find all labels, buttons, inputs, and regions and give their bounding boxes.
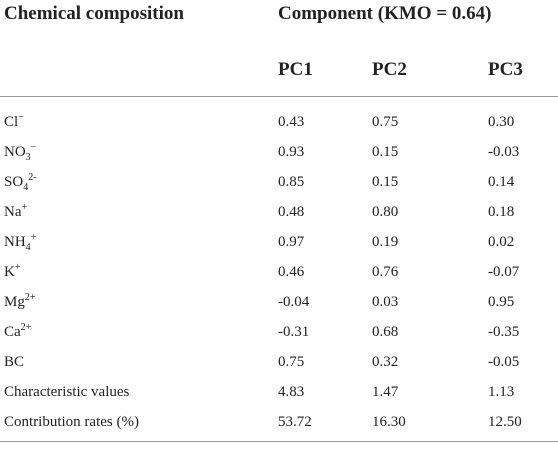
cell-pc2: 1.47 xyxy=(372,383,399,400)
row-label-base: SO xyxy=(4,173,24,190)
cell-pc1: 0.75 xyxy=(278,353,305,370)
row-label-superscript: 2+ xyxy=(20,321,32,333)
row-label: K+ xyxy=(0,257,278,287)
cell-pc2: 0.76 xyxy=(372,263,399,280)
table-row: Contribution rates (%) 53.72 16.30 12.50 xyxy=(0,407,558,437)
row-label-superscript: + xyxy=(30,231,37,243)
cell-pc2: 0.15 xyxy=(372,173,399,190)
row-label: Contribution rates (%) xyxy=(0,407,278,437)
row-label: SO42- xyxy=(0,167,278,197)
cell-pc1: -0.31 xyxy=(278,323,310,340)
row-label: Ca2+ xyxy=(0,317,278,347)
cell-pc3: -0.07 xyxy=(488,263,520,280)
row-label-base: Ca xyxy=(4,323,21,340)
table-row: BC 0.75 0.32 -0.05 xyxy=(0,347,558,377)
row-label-superscript: 2- xyxy=(28,171,37,183)
header-chemical-composition: Chemical composition xyxy=(4,3,184,24)
header-pc1: PC1 xyxy=(278,43,372,97)
header-pc3: PC3 xyxy=(488,43,558,97)
row-label: NH4+ xyxy=(0,227,278,257)
row-label: BC xyxy=(0,347,278,377)
cell-pc1: 53.72 xyxy=(278,413,312,430)
header-row-group: Chemical composition Component (KMO = 0.… xyxy=(0,0,558,43)
row-label-superscript: − xyxy=(18,111,24,123)
cell-pc3: 12.50 xyxy=(488,413,522,430)
table-row: Ca2+ -0.31 0.68 -0.35 xyxy=(0,317,558,347)
table-row: SO42- 0.85 0.15 0.14 xyxy=(0,167,558,197)
pca-table: Chemical composition Component (KMO = 0.… xyxy=(0,0,558,438)
cell-pc2: 0.03 xyxy=(372,293,399,310)
row-label-superscript: 2+ xyxy=(24,291,36,303)
cell-pc1: 0.97 xyxy=(278,233,305,250)
bottom-rule xyxy=(0,441,558,442)
row-label: Characteristic values xyxy=(0,377,278,407)
cell-pc2: 0.32 xyxy=(372,353,399,370)
cell-pc3: -0.35 xyxy=(488,323,520,340)
row-label-base: Na xyxy=(4,203,22,220)
row-label-base: NO xyxy=(4,143,26,160)
row-label-base: Contribution rates (%) xyxy=(4,413,139,430)
row-label: NO3− xyxy=(0,137,278,167)
cell-pc3: 0.95 xyxy=(488,293,515,310)
table-row: NH4+ 0.97 0.19 0.02 xyxy=(0,227,558,257)
cell-pc2: 0.80 xyxy=(372,203,399,220)
row-label-subscript: 4 xyxy=(25,241,31,253)
cell-pc3: 0.14 xyxy=(488,173,515,190)
row-label-subscript: 4 xyxy=(23,181,29,193)
cell-pc3: -0.03 xyxy=(488,143,520,160)
cell-pc2: 0.19 xyxy=(372,233,399,250)
cell-pc2: 16.30 xyxy=(372,413,406,430)
row-label-base: NH xyxy=(4,233,26,250)
row-label-subscript: 3 xyxy=(25,151,31,163)
row-label-base: K xyxy=(4,263,15,280)
table-body: Cl− 0.43 0.75 0.30 NO3− 0.93 0.15 -0.03 SO42- 0.8… xyxy=(0,97,558,438)
cell-pc3: 1.13 xyxy=(488,383,515,400)
table-row: Mg2+ -0.04 0.03 0.95 xyxy=(0,287,558,317)
row-label: Cl− xyxy=(0,107,278,137)
table-row: Na+ 0.48 0.80 0.18 xyxy=(0,197,558,227)
header-component-group: Component (KMO = 0.64) xyxy=(278,3,492,24)
header-empty-cell xyxy=(0,43,278,97)
cell-pc2: 0.75 xyxy=(372,113,399,130)
table-row: Cl− 0.43 0.75 0.30 xyxy=(0,107,558,137)
cell-pc2: 0.68 xyxy=(372,323,399,340)
table-row: K+ 0.46 0.76 -0.07 xyxy=(0,257,558,287)
cell-pc1: 0.85 xyxy=(278,173,305,190)
cell-pc1: 4.83 xyxy=(278,383,305,400)
cell-pc1: 0.46 xyxy=(278,263,305,280)
header-pc2: PC2 xyxy=(372,43,488,97)
row-label-base: BC xyxy=(4,353,25,370)
row-label-superscript: − xyxy=(30,141,37,153)
cell-pc3: 0.02 xyxy=(488,233,515,250)
cell-pc3: 0.30 xyxy=(488,113,515,130)
row-label: Na+ xyxy=(0,197,278,227)
row-label-superscript: + xyxy=(21,201,28,213)
cell-pc1: 0.43 xyxy=(278,113,305,130)
header-row-columns: PC1 PC2 PC3 xyxy=(0,43,558,97)
row-label-superscript: + xyxy=(14,261,21,273)
cell-pc1: 0.93 xyxy=(278,143,305,160)
table-row: NO3− 0.93 0.15 -0.03 xyxy=(0,137,558,167)
cell-pc2: 0.15 xyxy=(372,143,399,160)
table-row: Characteristic values 4.83 1.47 1.13 xyxy=(0,377,558,407)
cell-pc3: -0.05 xyxy=(488,353,520,370)
row-label: Mg2+ xyxy=(0,287,278,317)
cell-pc3: 0.18 xyxy=(488,203,515,220)
row-label-base: Cl xyxy=(4,113,19,130)
row-label-base: Characteristic values xyxy=(4,383,130,400)
row-label-base: Mg xyxy=(4,293,25,310)
cell-pc1: -0.04 xyxy=(278,293,310,310)
cell-pc1: 0.48 xyxy=(278,203,305,220)
